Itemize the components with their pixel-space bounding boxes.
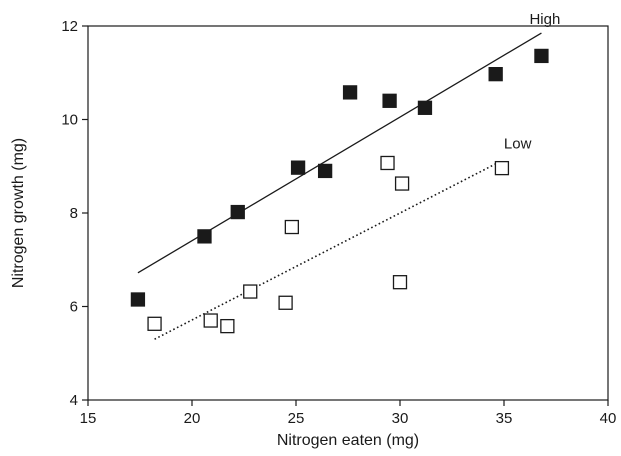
- x-tick-label: 35: [496, 410, 513, 427]
- fit-line-layer: [137, 32, 542, 340]
- y-tick-label: 8: [70, 205, 78, 222]
- data-point-low: [220, 318, 235, 334]
- data-point-high: [534, 48, 549, 64]
- data-point-low: [380, 155, 395, 171]
- data-point-low: [284, 219, 299, 235]
- plot-frame: [87, 25, 609, 401]
- marker-layer: [130, 48, 549, 334]
- data-point-high: [130, 292, 146, 307]
- data-point-low: [392, 275, 408, 290]
- x-axis-label: Nitrogen eaten (mg): [277, 432, 419, 449]
- data-point-high: [317, 163, 333, 179]
- series-label-low: Low: [504, 136, 532, 153]
- data-point-high: [488, 67, 503, 82]
- x-tick-label: 40: [600, 410, 617, 427]
- data-point-high: [230, 204, 245, 220]
- y-tick-label: 12: [61, 18, 78, 35]
- data-point-low: [243, 284, 258, 299]
- x-tick-label: 15: [80, 410, 97, 427]
- series-label-high: High: [529, 11, 560, 28]
- data-point-high: [382, 93, 397, 108]
- y-tick-label: 4: [70, 392, 78, 409]
- tick-layer: 15 20 25 30 35 40 4 6 8 10 12: [61, 18, 616, 427]
- y-axis-label: Nitrogen growth (mg): [10, 138, 27, 288]
- fit-line-low: [154, 159, 503, 340]
- data-point-low: [147, 316, 162, 331]
- data-point-low: [203, 313, 218, 328]
- x-tick-label: 20: [184, 410, 201, 427]
- data-point-high: [197, 229, 212, 244]
- x-tick-label: 30: [392, 410, 409, 427]
- data-point-low: [394, 176, 410, 191]
- data-point-high: [417, 100, 433, 115]
- data-point-low: [494, 160, 510, 176]
- data-point-high: [342, 85, 358, 100]
- x-tick-label: 25: [288, 410, 305, 427]
- y-tick-label: 10: [61, 112, 78, 129]
- data-point-high: [290, 160, 306, 175]
- y-tick-label: 6: [70, 299, 78, 316]
- data-point-low: [278, 295, 293, 310]
